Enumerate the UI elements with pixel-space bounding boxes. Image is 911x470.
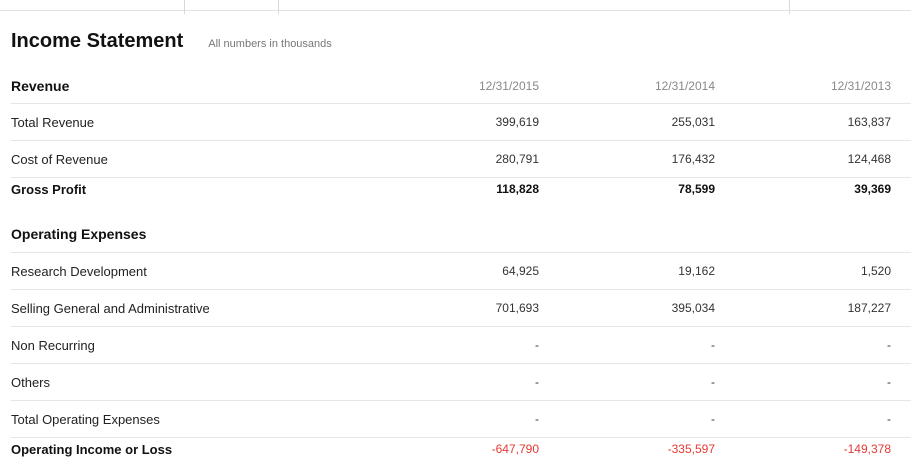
table-row-others: Others - - - <box>11 364 911 401</box>
cell-2013: 187,227 <box>847 301 891 315</box>
cell-2014: 176,432 <box>671 152 715 166</box>
cell-2014: - <box>711 412 715 426</box>
cell-2014: - <box>711 375 715 389</box>
cell-2015: -647,790 <box>491 442 539 456</box>
column-header-2013: 12/31/2013 <box>830 79 891 93</box>
cell-2013: 163,837 <box>847 115 891 129</box>
row-label: Others <box>11 375 51 390</box>
table-row-total-revenue: Total Revenue 399,619 255,031 163,837 <box>11 104 911 141</box>
row-label: Research Development <box>11 264 147 279</box>
table-row-research-development: Research Development 64,925 19,162 1,520 <box>11 253 911 290</box>
cell-2013: 124,468 <box>847 152 891 166</box>
row-label: Total Revenue <box>11 115 95 130</box>
cell-2015: - <box>535 338 539 352</box>
row-label: Cost of Revenue <box>11 152 108 167</box>
table-row-operating-income: Operating Income or Loss -647,790 -335,5… <box>11 438 911 468</box>
cell-2014: 78,599 <box>678 182 715 196</box>
cell-2013: - <box>887 412 891 426</box>
table-row-non-recurring: Non Recurring - - - <box>11 327 911 364</box>
statement-header: Income Statement All numbers in thousand… <box>11 30 332 53</box>
page-title: Income Statement <box>11 30 184 52</box>
table-header-row: Revenue 12/31/2015 12/31/2014 12/31/2013 <box>11 67 911 104</box>
section-heading-operating-expenses: Operating Expenses <box>11 226 147 242</box>
cell-2013: 39,369 <box>854 182 891 196</box>
cell-2015: 118,828 <box>496 182 539 196</box>
cell-2015: - <box>535 412 539 426</box>
table-row-cost-of-revenue: Cost of Revenue 280,791 176,432 124,468 <box>11 141 911 178</box>
cell-2013: - <box>887 375 891 389</box>
units-note: All numbers in thousands <box>208 38 332 50</box>
cell-2015: - <box>535 375 539 389</box>
row-label: Non Recurring <box>11 338 95 353</box>
cell-2013: -149,378 <box>843 442 891 456</box>
cell-2014: 19,162 <box>678 264 715 278</box>
section-heading-revenue: Revenue <box>11 78 70 94</box>
top-tab-strip <box>0 0 911 14</box>
cell-2013: - <box>887 338 891 352</box>
row-label: Gross Profit <box>11 182 87 197</box>
row-label: Selling General and Administrative <box>11 301 210 316</box>
tab-divider <box>789 0 790 14</box>
table-row-total-operating-expenses: Total Operating Expenses - - - <box>11 401 911 438</box>
tab-divider <box>184 0 185 14</box>
row-label: Operating Income or Loss <box>11 442 173 457</box>
cell-2015: 399,619 <box>495 115 539 129</box>
cell-2014: -335,597 <box>667 442 715 456</box>
income-statement-table: Revenue 12/31/2015 12/31/2014 12/31/2013… <box>11 67 911 468</box>
cell-2015: 64,925 <box>502 264 539 278</box>
cell-2015: 280,791 <box>495 152 539 166</box>
table-row-sga: Selling General and Administrative 701,6… <box>11 290 911 327</box>
tab-divider <box>278 0 279 14</box>
cell-2014: 395,034 <box>671 301 715 315</box>
row-label: Total Operating Expenses <box>11 412 160 427</box>
cell-2013: 1,520 <box>860 264 891 278</box>
column-header-2015: 12/31/2015 <box>478 79 539 93</box>
column-header-2014: 12/31/2014 <box>654 79 715 93</box>
cell-2015: 701,693 <box>495 301 539 315</box>
cell-2014: 255,031 <box>671 115 715 129</box>
cell-2014: - <box>711 338 715 352</box>
section-row-operating-expenses: Operating Expenses <box>11 208 911 253</box>
table-row-gross-profit: Gross Profit 118,828 78,599 39,369 <box>11 178 911 208</box>
